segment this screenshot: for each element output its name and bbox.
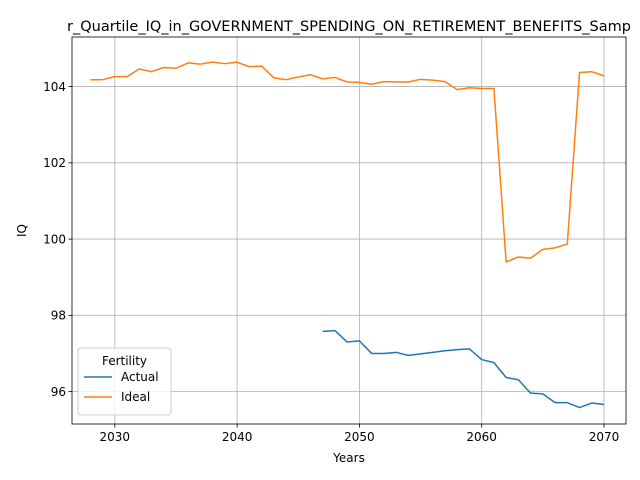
axis-ticks: 2030 2040 2050 2060 2070 96 98 100 102 104 — [43, 80, 619, 444]
legend-box — [77, 347, 172, 416]
series-lines — [90, 61, 605, 409]
legend-label-actual: Actual — [121, 370, 159, 384]
x-axis-label: Years — [332, 451, 365, 465]
y-tick-label-98: 98 — [51, 309, 66, 323]
y-tick-label-100: 100 — [43, 232, 66, 246]
legend-title: Fertility — [102, 354, 147, 368]
y-axis-label: IQ — [15, 224, 29, 237]
x-tick-label-2050: 2050 — [344, 430, 375, 444]
legend-items: Actual Ideal — [84, 370, 159, 404]
series-line-actual — [322, 329, 605, 409]
y-tick-label-102: 102 — [43, 156, 66, 170]
chart-title: r_Quartile_IQ_in_GOVERNMENT_SPENDING_ON_… — [67, 19, 631, 35]
y-tick-label-96: 96 — [51, 385, 66, 399]
x-tick-label-2030: 2030 — [100, 430, 131, 444]
legend-label-ideal: Ideal — [121, 390, 150, 404]
y-tick-label-104: 104 — [43, 80, 66, 94]
series-line-ideal — [90, 61, 605, 263]
x-tick-label-2040: 2040 — [222, 430, 253, 444]
legend: Fertility Actual Ideal — [77, 347, 172, 416]
x-tick-label-2060: 2060 — [466, 430, 497, 444]
x-tick-label-2070: 2070 — [589, 430, 620, 444]
plot-frame — [71, 36, 627, 425]
